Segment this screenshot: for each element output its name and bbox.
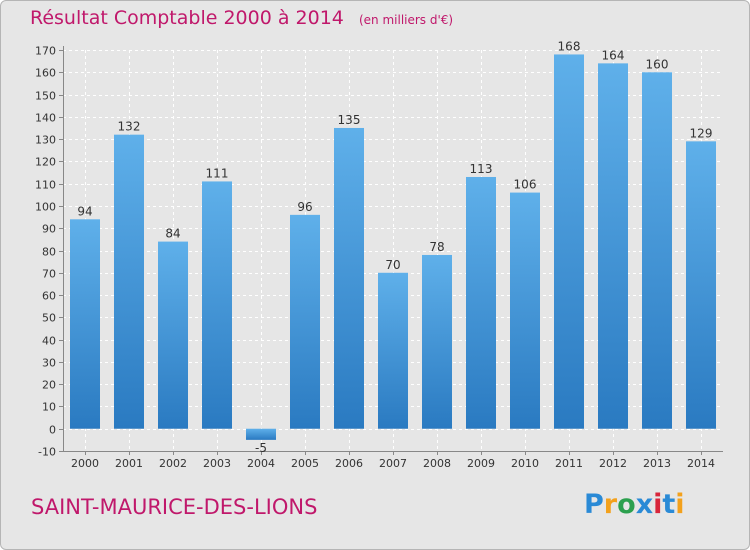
bar-2002 xyxy=(158,241,188,429)
logo-letter: P xyxy=(584,489,604,520)
data-label: 70 xyxy=(385,258,400,272)
x-tick-label: 2001 xyxy=(115,457,143,470)
bars xyxy=(70,54,716,440)
bar-2012 xyxy=(598,63,628,429)
data-label: 106 xyxy=(514,178,537,192)
data-label: 164 xyxy=(602,48,625,62)
y-tick-label: 160 xyxy=(35,67,56,80)
logo-letter: r xyxy=(603,489,618,520)
y-tick-label: 130 xyxy=(35,134,56,147)
bar-2010 xyxy=(510,192,540,429)
x-tick-label: 2010 xyxy=(511,457,539,470)
y-tick-label: 20 xyxy=(42,379,56,392)
y-tick-label: 30 xyxy=(42,357,56,370)
bar-2000 xyxy=(70,219,100,429)
x-tick-label: 2000 xyxy=(71,457,99,470)
logo-letter: o xyxy=(617,489,636,520)
y-tick-label: 0 xyxy=(49,424,56,437)
y-tick-label: 50 xyxy=(42,312,56,325)
y-tick-label: 170 xyxy=(35,45,56,58)
y-tick-label: 110 xyxy=(35,179,56,192)
data-label: 135 xyxy=(338,113,361,127)
x-tick-label: 2013 xyxy=(643,457,671,470)
data-label: 96 xyxy=(297,200,312,214)
bar-2007 xyxy=(378,272,408,429)
x-tick-label: 2006 xyxy=(335,457,363,470)
bar-2009 xyxy=(466,176,496,429)
x-tick-label: 2009 xyxy=(467,457,495,470)
logo-letter: i xyxy=(675,489,685,520)
chart-title: Résultat Comptable 2000 à 2014 xyxy=(30,7,344,29)
x-tick-label: 2014 xyxy=(687,457,715,470)
data-label: 84 xyxy=(165,227,180,241)
bar-2013 xyxy=(642,72,672,429)
bar-2003 xyxy=(202,181,232,429)
data-labels: 94 132 84 111 -5 96 135 70 78 113 106 168 164 160 129 xyxy=(77,39,712,454)
title-row: Résultat Comptable 2000 à 2014 (en milli… xyxy=(30,7,453,29)
axes: -10 0 10 20 30 40 50 60 70 80 90 100 110 120 130 140 150… xyxy=(35,45,723,470)
logo-letter: t xyxy=(662,489,676,520)
x-tick-label: 2011 xyxy=(555,457,583,470)
data-label: 78 xyxy=(429,240,444,254)
data-label: 168 xyxy=(558,39,581,53)
data-label: 94 xyxy=(77,204,92,218)
logo-letter: x xyxy=(635,489,654,520)
x-tick-label: 2002 xyxy=(159,457,187,470)
y-tick-label: 10 xyxy=(42,401,56,414)
x-tick-label: 2003 xyxy=(203,457,231,470)
y-tick-label: 90 xyxy=(42,223,56,236)
bar-2004 xyxy=(246,428,276,440)
bar-2005 xyxy=(290,214,320,429)
bar-2008 xyxy=(422,254,452,429)
bar-2006 xyxy=(334,127,364,429)
y-tick-label: 120 xyxy=(35,156,56,169)
bar-2014 xyxy=(686,141,716,429)
bar-2001 xyxy=(114,134,144,429)
x-tick-label: 2005 xyxy=(291,457,319,470)
x-tick-label: 2007 xyxy=(379,457,407,470)
y-tick-label: 140 xyxy=(35,112,56,125)
y-tick-label: 40 xyxy=(42,335,56,348)
y-tick-label: 150 xyxy=(35,90,56,103)
town-name: SAINT-MAURICE-DES-LIONS xyxy=(31,495,318,519)
data-label: 111 xyxy=(206,166,229,180)
data-label: 132 xyxy=(118,120,141,134)
x-tick-label: 2012 xyxy=(599,457,627,470)
y-tick-label: 70 xyxy=(42,268,56,281)
data-label: 113 xyxy=(470,162,493,176)
y-tick-label: 100 xyxy=(35,201,56,214)
data-label: -5 xyxy=(255,441,267,455)
logo-letter: i xyxy=(653,489,663,520)
chart-unit: (en milliers d'€) xyxy=(358,13,454,27)
x-tick-label: 2008 xyxy=(423,457,451,470)
y-tick-label: 80 xyxy=(42,246,56,259)
data-label: 160 xyxy=(646,57,669,71)
bar-2011 xyxy=(554,54,584,429)
data-label: 129 xyxy=(690,126,713,140)
proxiti-logo: Proxiti xyxy=(584,489,685,520)
x-tick-label: 2004 xyxy=(247,457,275,470)
y-tick-label: 60 xyxy=(42,290,56,303)
y-tick-label: -10 xyxy=(38,446,56,459)
